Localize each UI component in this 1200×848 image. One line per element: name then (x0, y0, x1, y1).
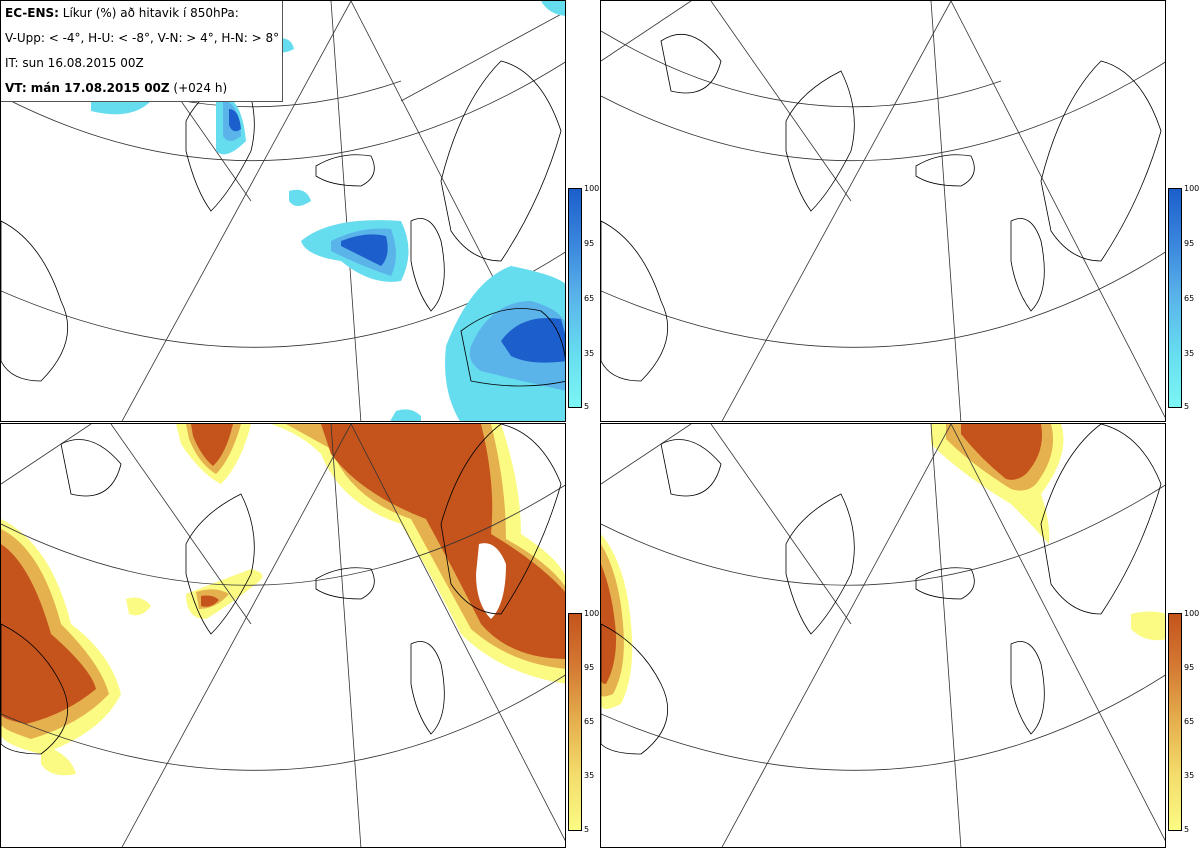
colorbar-ramp (568, 188, 582, 408)
map-panel-warm-4 (0, 423, 566, 848)
cb-tick: 5 (584, 825, 590, 834)
valid-time-line: VT: mán 17.08.2015 00Z (+024 h) (5, 76, 282, 101)
cb-tick: 65 (1184, 294, 1195, 303)
cb-tick: 100 (584, 184, 600, 193)
product-name: EC-ENS: (5, 6, 59, 20)
colorbar-ramp (1168, 188, 1182, 408)
valid-time: VT: mán 17.08.2015 00Z (5, 81, 170, 95)
legend-box: EC-ENS: Líkur (%) að hitavik í 850hPa: V… (1, 1, 283, 102)
probability-core (229, 109, 565, 363)
cb-tick: 65 (1184, 717, 1195, 726)
title-text: Líkur (%) að hitavik í 850hPa: (58, 6, 239, 20)
coastlines (601, 33, 1162, 382)
colorbar-ramp (1168, 613, 1182, 831)
graticule (601, 1, 1165, 421)
legend-title: EC-ENS: Líkur (%) að hitavik í 850hPa: (5, 1, 282, 26)
map-panel-cold-8 (600, 0, 1166, 422)
init-time: IT: sun 16.08.2015 00Z (5, 56, 144, 70)
cb-tick: 35 (1184, 349, 1195, 358)
cb-tick: 100 (584, 609, 600, 618)
coastlines (601, 424, 1162, 755)
graticule (601, 424, 1165, 847)
colorbar-cold-top-left: 100 95 65 35 5 (568, 184, 608, 411)
map-canvas (1, 1, 565, 421)
cb-tick: 95 (1184, 239, 1195, 248)
cb-tick: 5 (1184, 402, 1190, 411)
cb-tick: 35 (584, 771, 595, 780)
graticule (1, 424, 565, 847)
map-canvas (601, 1, 1165, 421)
map-panel-cold-4: EC-ENS: Líkur (%) að hitavik í 850hPa: V… (0, 0, 566, 422)
map-panel-warm-8 (600, 423, 1166, 848)
legend-classes: V-Upp: < -4°, H-U: < -8°, V-N: > 4°, H-N… (5, 31, 280, 45)
map-canvas (1, 424, 565, 847)
cb-tick: 95 (584, 663, 595, 672)
colorbar-cold-top-right: 100 95 65 35 5 (1168, 184, 1200, 411)
cb-tick: 5 (584, 402, 590, 411)
colorbar-warm-bottom-left: 100 95 65 35 5 (568, 609, 608, 834)
lead-time: (+024 h) (169, 81, 228, 95)
cb-tick: 35 (584, 349, 595, 358)
cb-tick: 65 (584, 294, 595, 303)
map-canvas (601, 424, 1165, 847)
colorbar-warm-bottom-right: 100 95 65 35 5 (1168, 609, 1200, 834)
cb-tick: 95 (1184, 663, 1195, 672)
cb-tick: 5 (1184, 825, 1190, 834)
cb-tick: 100 (1184, 184, 1200, 193)
colorbar-ramp (568, 613, 582, 831)
cb-tick: 95 (584, 239, 595, 248)
coastlines (1, 424, 562, 755)
probability-gap (476, 543, 506, 619)
probability-shading-mid (601, 424, 1054, 697)
cb-tick: 100 (1184, 609, 1200, 618)
probability-shading (601, 424, 1165, 709)
cb-tick: 35 (1184, 771, 1195, 780)
cb-tick: 65 (584, 717, 595, 726)
probability-core (601, 424, 1042, 684)
probability-core (1, 424, 565, 724)
